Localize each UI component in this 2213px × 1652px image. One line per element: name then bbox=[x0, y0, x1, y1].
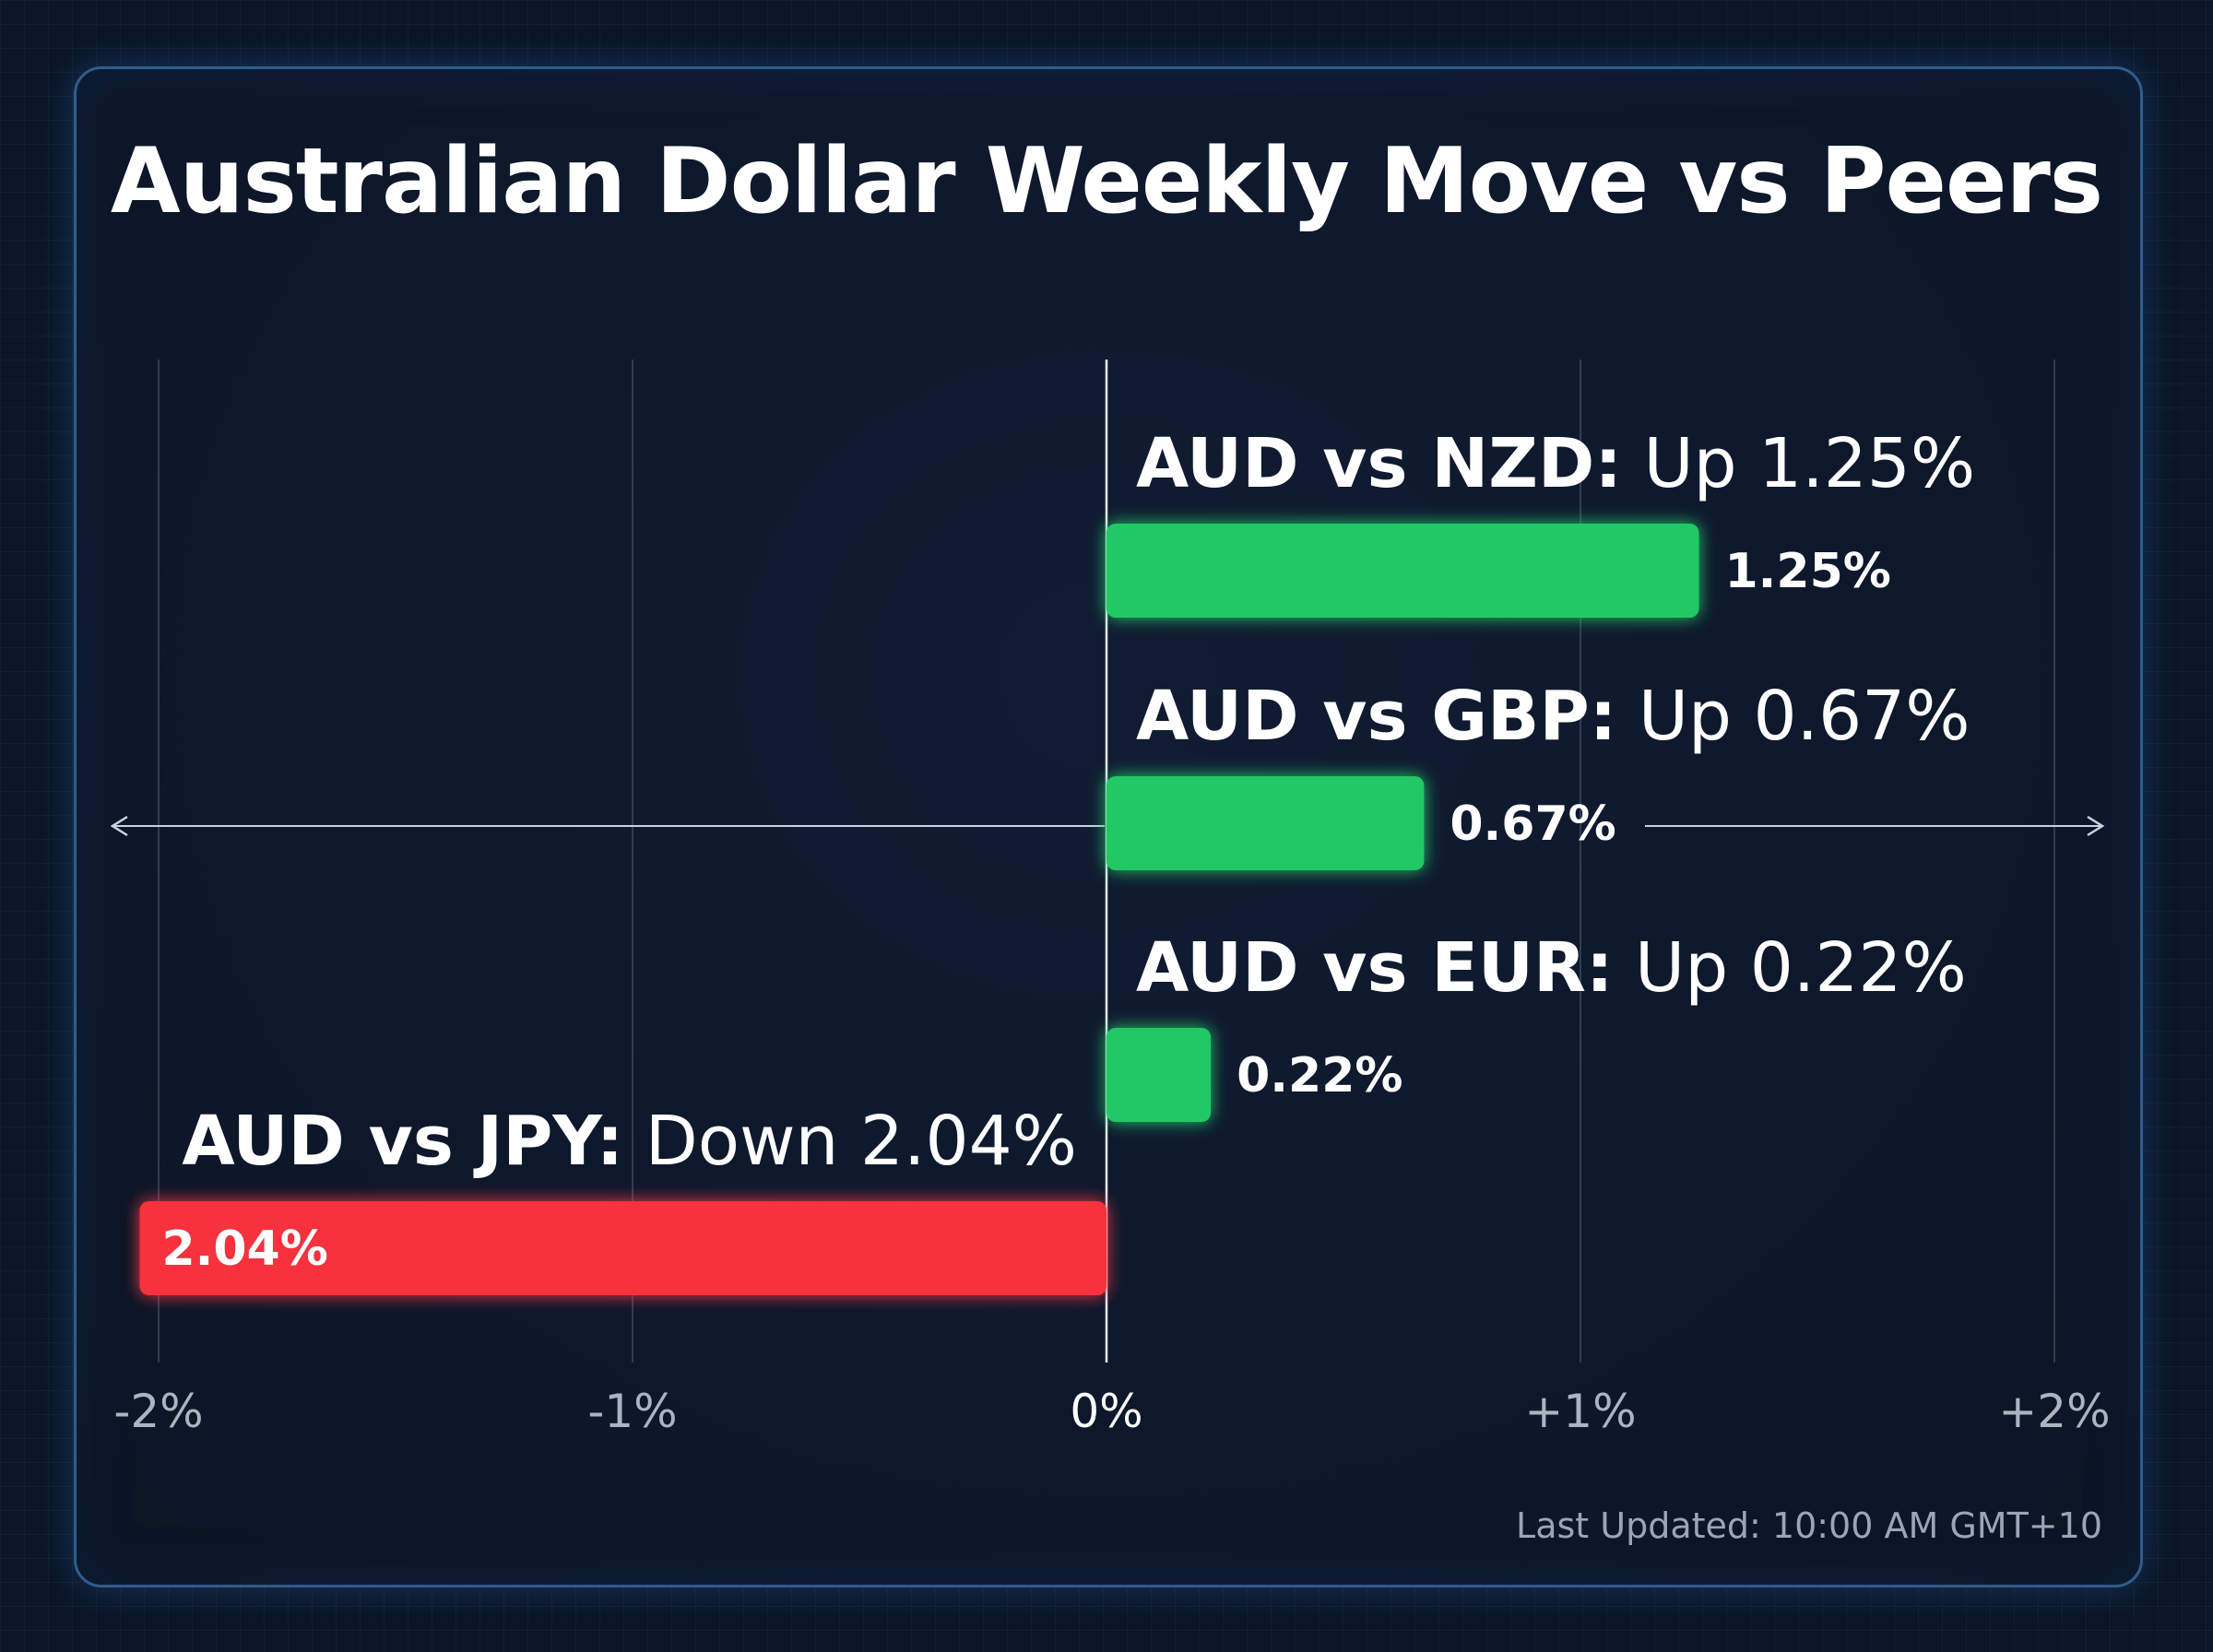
bar-pair-label: AUD vs NZD: bbox=[1136, 424, 1622, 503]
bar-audvseur bbox=[1106, 1028, 1212, 1122]
bar-audvsgbp bbox=[1106, 776, 1425, 870]
bar-direction-label: Down 2.04% bbox=[623, 1102, 1077, 1181]
bar-pair-label: AUD vs GBP: bbox=[1136, 677, 1616, 756]
bar-value-label: 0.22% bbox=[1237, 1048, 1402, 1103]
bar-category-label: AUD vs NZD: Up 1.25% bbox=[1136, 424, 1975, 503]
bar-direction-label: Up 0.67% bbox=[1616, 677, 1970, 756]
x-tick-label: 0% bbox=[1070, 1385, 1142, 1438]
bar-audvsjpy bbox=[139, 1201, 1107, 1295]
bar-value-label: 2.04% bbox=[161, 1221, 327, 1277]
bar-audvsnzd bbox=[1106, 524, 1699, 618]
x-tick-label: -1% bbox=[587, 1385, 677, 1438]
bar-direction-label: Up 1.25% bbox=[1622, 424, 1975, 503]
bar-value-label: 0.67% bbox=[1450, 796, 1615, 852]
chart-title: Australian Dollar Weekly Move vs Peers bbox=[110, 129, 2103, 234]
x-tick-label: -2% bbox=[113, 1385, 203, 1438]
bar-category-label: AUD vs GBP: Up 0.67% bbox=[1136, 677, 1970, 756]
bar-pair-label: AUD vs EUR: bbox=[1136, 928, 1614, 1008]
x-tick-label: +2% bbox=[1998, 1385, 2110, 1438]
bar-value-label: 1.25% bbox=[1725, 544, 1891, 599]
bar-category-label: AUD vs JPY: Down 2.04% bbox=[182, 1102, 1077, 1181]
last-updated-text: Last Updated: 10:00 AM GMT+10 bbox=[1516, 1505, 2102, 1546]
bar-pair-label: AUD vs JPY: bbox=[182, 1102, 623, 1181]
bar-direction-label: Up 0.22% bbox=[1614, 928, 1967, 1008]
x-tick-label: +1% bbox=[1524, 1385, 1636, 1438]
bar-category-label: AUD vs EUR: Up 0.22% bbox=[1136, 928, 1967, 1008]
